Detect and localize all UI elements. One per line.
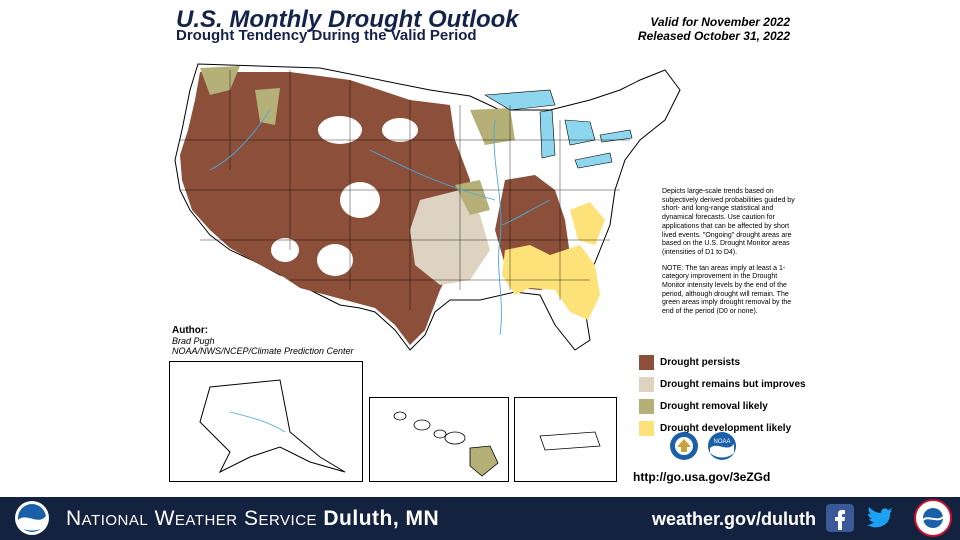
- map-title: U.S. Monthly Drought Outlook: [176, 6, 519, 33]
- legend-item-development: Drought development likely: [639, 418, 806, 438]
- noaa-logo-icon: [670, 432, 698, 460]
- hawaii-map: [393, 411, 499, 477]
- legend-label: Drought removal likely: [660, 400, 768, 412]
- agency-logos: NOAA: [669, 431, 737, 461]
- puerto-rico-map: [539, 431, 601, 451]
- facebook-icon[interactable]: [826, 504, 854, 532]
- footer-bar: National Weather Service Duluth, MN weat…: [0, 497, 960, 540]
- conus-drought-map: [174, 63, 681, 351]
- office-location: Duluth, MN: [323, 507, 440, 530]
- removal-kansas-region: [455, 180, 490, 215]
- hawaii-inset: [369, 397, 509, 482]
- author-block: Author: Brad Pugh NOAA/NWS/NCEP/Climate …: [172, 325, 354, 357]
- no-drought-area: [317, 244, 353, 276]
- office-name: National Weather Service Duluth, MN: [66, 507, 439, 531]
- no-drought-area: [382, 118, 418, 142]
- outlook-url[interactable]: http://go.usa.gov/3eZGd: [633, 470, 771, 484]
- legend-swatch: [639, 354, 654, 370]
- no-drought-area: [318, 116, 362, 144]
- great-lakes: [539, 109, 556, 159]
- state-boundaries: [180, 70, 630, 310]
- removal-midwest-region: [470, 108, 515, 145]
- development-southeast-region: [502, 245, 600, 320]
- rivers: [209, 109, 551, 336]
- nws-label: National Weather Service: [66, 507, 318, 530]
- great-lakes: [574, 152, 613, 169]
- no-drought-area: [340, 182, 380, 218]
- outlook-notes: Depicts large-scale trends based on subj…: [662, 188, 797, 324]
- notes-paragraph-2: NOTE: The tan areas imply at least a 1-c…: [662, 264, 792, 316]
- no-drought-area: [271, 238, 299, 262]
- legend-item-persists: Drought persists: [639, 352, 806, 372]
- great-lakes: [599, 129, 633, 143]
- development-virginia-region: [570, 202, 605, 245]
- alaska-inset: [169, 361, 363, 482]
- noaa-footer-logo-icon: [15, 501, 49, 535]
- valid-for-text: Valid for November 2022: [650, 15, 790, 29]
- office-website[interactable]: weather.gov/duluth: [652, 509, 817, 529]
- legend-item-removal: Drought removal likely: [639, 396, 806, 416]
- great-lakes: [484, 89, 556, 111]
- author-label: Author:: [172, 325, 209, 336]
- nws-logo-icon: NOAA: [708, 432, 736, 460]
- svg-text:NOAA: NOAA: [713, 439, 730, 445]
- author-org: NOAA/NWS/NCEP/Climate Prediction Center: [172, 346, 354, 356]
- legend-label: Drought development likely: [660, 422, 792, 434]
- twitter-icon[interactable]: [865, 504, 897, 532]
- legend-label: Drought remains but improves: [660, 378, 806, 390]
- notes-paragraph-1: Depicts large-scale trends based on subj…: [662, 188, 795, 256]
- released-text: Released October 31, 2022: [637, 29, 790, 43]
- legend-swatch: [639, 398, 654, 414]
- puerto-rico-inset: [514, 397, 617, 482]
- weather-ready-nation-icon: [914, 499, 952, 537]
- valid-period: Valid for November 2022 Released October…: [638, 15, 790, 43]
- legend-label: Drought persists: [660, 356, 741, 368]
- alaska-map: [199, 379, 346, 474]
- legend-item-improves: Drought remains but improves: [639, 374, 806, 394]
- legend-swatch: [639, 376, 654, 392]
- map-legend: Drought persists Drought remains but imp…: [639, 352, 806, 440]
- legend-swatch: [639, 420, 654, 436]
- removal-idaho-region: [255, 88, 280, 125]
- author-name: Brad Pugh: [172, 336, 215, 346]
- map-subtitle: Drought Tendency During the Valid Period: [176, 27, 477, 44]
